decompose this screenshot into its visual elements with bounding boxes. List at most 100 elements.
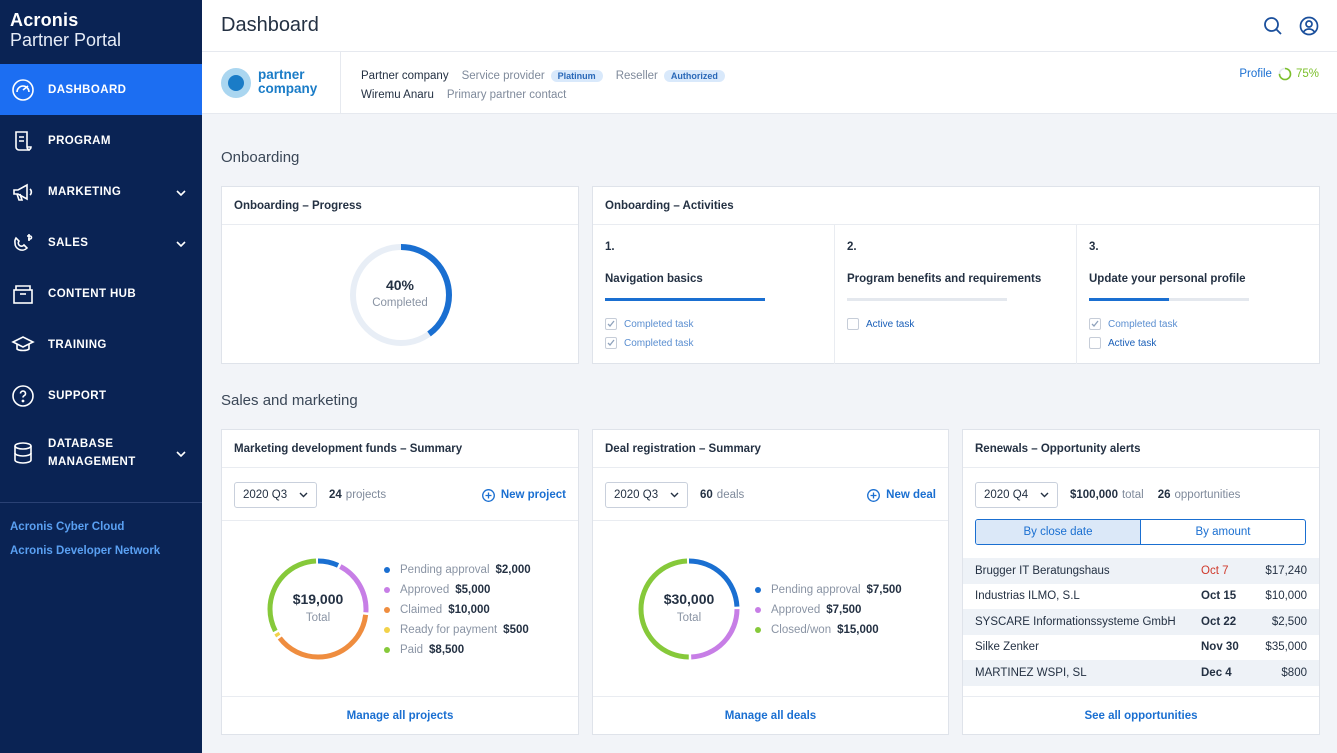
profile-completion[interactable]: Profile 75% (1239, 67, 1319, 81)
user-account-icon[interactable] (1299, 16, 1319, 41)
deals-donut-chart (638, 558, 740, 660)
activity-number: 2. (847, 241, 857, 253)
table-row[interactable]: MARTINEZ WSPI, SL Dec 4 $800 (963, 660, 1319, 686)
new-project-button[interactable]: New project (481, 488, 566, 502)
archive-box-icon (10, 281, 36, 307)
legend-item: Approved $5,000 (384, 580, 531, 600)
legend-value: $7,500 (826, 604, 862, 616)
activity-step-1[interactable]: 1. Navigation basics Completed task Comp… (593, 225, 835, 364)
search-icon[interactable] (1263, 16, 1283, 41)
legend-dot (384, 587, 390, 593)
project-count-label: projects (345, 489, 387, 501)
table-row[interactable]: SYSCARE Informationssysteme GmbH Oct 22 $2… (963, 609, 1319, 635)
card-title: Deal registration – Summary (593, 430, 948, 468)
legend-item: Approved $7,500 (755, 600, 902, 620)
sort-toggle: By close date By amount (975, 519, 1306, 545)
checkbox-unchecked[interactable] (1089, 337, 1101, 349)
activity-step-3[interactable]: 3. Update your personal profile Complete… (1077, 225, 1319, 364)
mdf-total: $19,000 (292, 591, 344, 607)
table-row[interactable]: Brugger IT Beratungshaus Oct 7 $17,240 (963, 558, 1319, 584)
tab-by-amount[interactable]: By amount (1195, 526, 1251, 538)
task-item[interactable]: Completed task (1089, 318, 1177, 330)
task-item[interactable]: Completed task (605, 337, 693, 349)
legend-dot (755, 627, 761, 633)
opportunity-count: 26 (1157, 489, 1171, 501)
opportunity-amount: $35,000 (1265, 641, 1307, 654)
link-developer-network[interactable]: Acronis Developer Network (10, 545, 161, 557)
activity-step-2[interactable]: 2. Program benefits and requirements Act… (835, 225, 1077, 364)
task-item[interactable]: Completed task (605, 318, 693, 330)
period-value: 2020 Q3 (614, 489, 659, 501)
onboarding-progress-card: Onboarding – Progress 40% Completed (221, 186, 579, 364)
mdf-slice-2 (267, 558, 369, 660)
legend-value: $10,000 (448, 604, 490, 616)
activity-number: 1. (605, 241, 615, 253)
header: Dashboard (202, 0, 1337, 52)
nav-item-support[interactable]: SUPPORT (0, 370, 202, 421)
nav-item-program[interactable]: PROGRAM (0, 115, 202, 166)
deal-count: 60 (700, 489, 713, 501)
period-select[interactable]: 2020 Q4 (975, 482, 1058, 508)
table-row[interactable]: Industrias ILMO, S.L Oct 15 $10,000 (963, 584, 1319, 610)
task-item[interactable]: Active task (1089, 337, 1156, 349)
nav-label: SALES (48, 236, 89, 249)
legend-name: Ready for payment (400, 624, 498, 636)
mdf-donut-chart (267, 558, 369, 660)
chevron-down-icon (299, 489, 308, 501)
legend-dot (384, 647, 390, 653)
legend-item: Ready for payment $500 (384, 620, 531, 640)
deals-filter-row: 2020 Q3 60 deals New deal (605, 482, 936, 508)
nav-label: DASHBOARD (48, 83, 127, 96)
legend-item: Claimed $10,000 (384, 600, 531, 620)
chevron-down-icon (670, 489, 679, 501)
magnet-dollar-icon (10, 230, 36, 256)
task-item[interactable]: Active task (847, 318, 914, 330)
activity-title: Update your personal profile (1089, 273, 1246, 285)
checkbox-checked[interactable] (1089, 318, 1101, 330)
manage-all-deals-link[interactable]: Manage all deals (593, 696, 948, 734)
nav-item-training[interactable]: TRAINING (0, 319, 202, 370)
database-icon (10, 440, 36, 466)
checkbox-checked[interactable] (605, 318, 617, 330)
nav-label-line1: DATABASE (48, 438, 114, 450)
table-row[interactable]: Silke Zenker Nov 30 $35,000 (963, 635, 1319, 661)
mdf-slice-1 (267, 558, 369, 660)
task-label: Completed task (624, 318, 694, 330)
nav-item-content-hub[interactable]: CONTENT HUB (0, 268, 202, 319)
checkbox-checked[interactable] (605, 337, 617, 349)
period-select[interactable]: 2020 Q3 (234, 482, 317, 508)
status-badge-authorized: Authorized (663, 69, 725, 82)
legend-item: Closed/won $15,000 (755, 620, 902, 640)
legend-name: Paid (400, 644, 424, 656)
service-provider-label: Service provider (461, 69, 545, 82)
nav-label: TRAINING (48, 338, 107, 351)
question-circle-icon (10, 383, 36, 409)
reseller-label: Reseller (615, 69, 658, 82)
deals-total: $30,000 (663, 591, 715, 607)
nav-item-database-management[interactable]: DATABASE MANAGEMENT (0, 421, 202, 485)
nav-item-dashboard[interactable]: DASHBOARD (0, 64, 202, 115)
manage-all-projects-link[interactable]: Manage all projects (222, 696, 578, 734)
see-all-opportunities-link[interactable]: See all opportunities (963, 696, 1319, 734)
deals-total-label: Total (676, 612, 702, 624)
page-title: Dashboard (221, 14, 319, 36)
tab-by-close-date[interactable]: By close date (976, 520, 1141, 544)
profile-progress-ring (1278, 67, 1292, 81)
nav-item-marketing[interactable]: MARKETING (0, 166, 202, 217)
period-select[interactable]: 2020 Q3 (605, 482, 688, 508)
opportunity-amount: $800 (1281, 666, 1307, 679)
nav-label: PROGRAM (48, 134, 111, 147)
nav-item-sales[interactable]: SALES (0, 217, 202, 268)
new-deal-button[interactable]: New deal (867, 488, 936, 502)
checkbox-unchecked[interactable] (847, 318, 859, 330)
section-title-sales-marketing: Sales and marketing (221, 392, 358, 409)
link-cyber-cloud[interactable]: Acronis Cyber Cloud (10, 521, 125, 533)
progress-percent: 40% (385, 277, 415, 293)
legend-name: Closed/won (771, 624, 832, 636)
brand-logo[interactable]: Acronis Partner Portal (0, 0, 202, 64)
legend-item: Pending approval $2,000 (384, 560, 531, 580)
opportunity-amount: $2,500 (1271, 615, 1307, 628)
task-label: Active task (1108, 337, 1157, 349)
renewals-card: Renewals – Opportunity alerts 2020 Q4 $1… (962, 429, 1320, 735)
scroll-icon (10, 128, 36, 154)
